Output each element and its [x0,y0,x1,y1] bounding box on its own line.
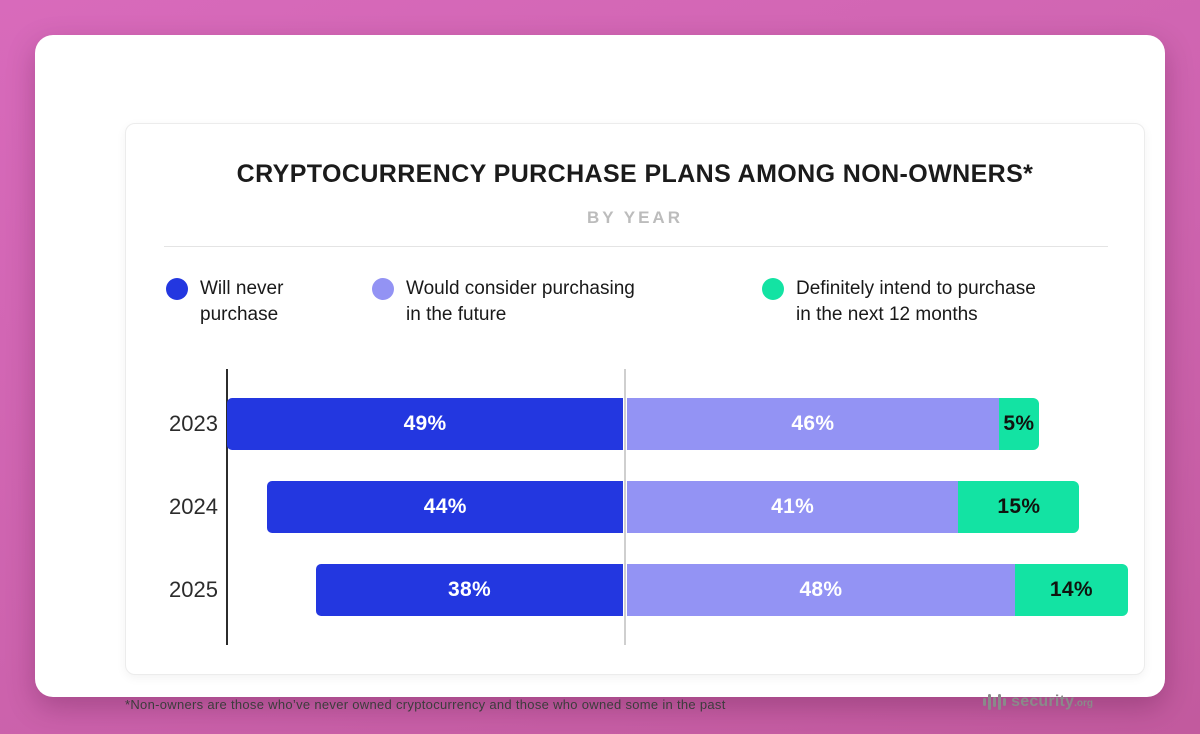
center-gridline [624,369,626,645]
legend-item-would-consider-purchasing: Would consider purchasing in the future [372,276,635,328]
bar-value-label: 5% [1003,412,1035,435]
legend-swatch-would-consider-purchasing-icon [372,278,394,300]
legend-swatch-will-never-purchase-icon [166,278,188,300]
legend-label: Would consider purchasing in the future [406,278,635,325]
bar-segment-2024-series-2: 15% [958,481,1080,533]
year-label-2024: 2024 [169,494,218,519]
legend-swatch-definitely-intend-to-purchase-icon [762,278,784,300]
bar-segment-2024-series-1: 41% [627,481,959,533]
chart-title: CRYPTOCURRENCY PURCHASE PLANS AMONG NON-… [236,160,1034,188]
bar-segment-2023-series-1: 46% [627,398,999,450]
bar-segment-2025-series-2: 14% [1014,564,1128,616]
infographic-card: CRYPTOCURRENCY PURCHASE PLANS AMONG NON-… [35,35,1165,712]
bar-value-label: 41% [771,495,815,518]
bar-value-label: 48% [799,578,843,601]
year-label-2023: 2023 [169,411,218,436]
bar-value-label: 46% [791,412,835,435]
bar-segment-2025-series-1: 48% [627,564,1015,616]
bar-value-label: 14% [1049,578,1093,601]
bar-segment-2024-series-0: 44% [267,481,623,533]
legend-label: Will never purchase [200,278,284,325]
legend-item-definitely-intend-to-purchase: Definitely intend to purchase in the nex… [762,276,1036,328]
legend-item-will-never-purchase: Will never purchase [166,276,283,328]
security-org-logo: security.org [983,693,1093,711]
chart-subtitle: BY YEAR [587,208,683,227]
bar-value-label: 38% [448,578,491,601]
brand-tld: .org [1074,698,1093,709]
bar-value-label: 49% [403,412,447,435]
bar-segment-2023-series-2: 5% [998,398,1040,450]
legend-label: Definitely intend to purchase in the nex… [796,278,1036,325]
chart-panel: CRYPTOCURRENCY PURCHASE PLANS AMONG NON-… [125,123,1145,675]
security-org-logo-icon [983,694,1007,710]
bar-segment-2023-series-0: 49% [227,398,623,450]
footnote: *Non-owners are those who’ve never owned… [125,697,726,712]
header-divider [164,246,1108,247]
bar-value-label: 15% [997,495,1041,518]
y-axis-line [226,369,228,645]
brand-name: security [1011,693,1075,710]
bar-segment-2025-series-0: 38% [315,564,623,616]
bar-chart: 2023 49% 46% 5% 2024 44% 41% 15% 2025 38% 48% 14% [126,124,1146,676]
bar-value-label: 44% [423,495,467,518]
year-label-2025: 2025 [169,577,218,602]
